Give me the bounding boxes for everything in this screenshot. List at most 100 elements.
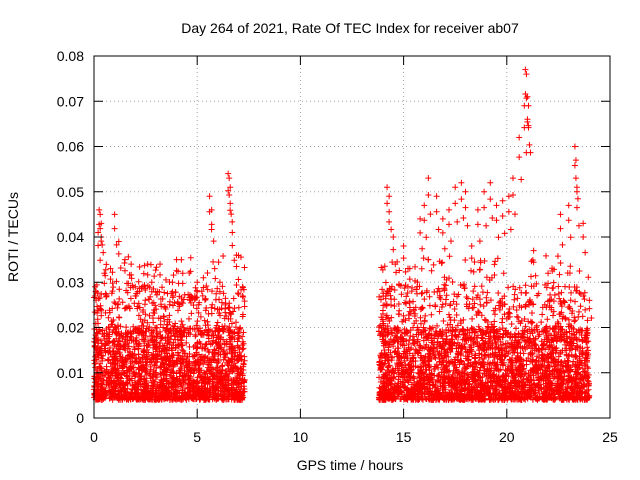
data-point <box>146 296 153 303</box>
data-point <box>203 283 210 290</box>
data-point <box>446 253 453 260</box>
data-point <box>187 254 194 261</box>
data-point <box>135 300 142 307</box>
data-point <box>515 314 522 321</box>
data-point <box>204 270 211 277</box>
data-point <box>477 301 484 308</box>
data-point <box>97 302 104 309</box>
chart-title: Day 264 of 2021, Rate Of TEC Index for r… <box>181 20 519 36</box>
data-point <box>379 286 386 293</box>
data-point <box>201 317 208 324</box>
data-point <box>172 289 179 296</box>
data-point <box>161 289 168 296</box>
data-point <box>491 311 498 318</box>
data-point <box>484 289 491 296</box>
data-point <box>513 306 520 313</box>
data-point <box>426 302 433 309</box>
data-point <box>410 298 417 305</box>
data-point <box>554 253 561 260</box>
data-point <box>402 299 409 306</box>
data-point <box>549 285 556 292</box>
data-point <box>514 295 521 302</box>
data-point <box>442 296 449 303</box>
data-point <box>166 298 173 305</box>
data-point <box>104 356 111 363</box>
data-point <box>186 270 193 277</box>
data-point <box>447 317 454 324</box>
data-point <box>125 343 132 350</box>
data-point <box>222 300 229 307</box>
data-point <box>204 286 211 293</box>
data-point <box>193 305 200 312</box>
data-point <box>141 301 148 308</box>
data-point <box>577 303 584 310</box>
data-point <box>151 273 158 280</box>
data-point <box>555 283 562 290</box>
data-point <box>169 294 176 301</box>
data-point <box>136 263 143 270</box>
data-point <box>421 296 428 303</box>
data-point <box>185 315 192 322</box>
data-point <box>214 319 221 326</box>
data-point <box>234 338 241 345</box>
data-point <box>140 348 147 355</box>
data-point <box>216 296 223 303</box>
data-point <box>228 320 235 327</box>
data-point <box>406 336 413 343</box>
data-point <box>214 285 221 292</box>
data-point <box>212 275 219 282</box>
data-point <box>428 311 435 318</box>
data-point <box>220 252 227 259</box>
data-point <box>179 346 186 353</box>
data-point <box>235 291 242 298</box>
data-point <box>539 311 546 318</box>
data-point <box>211 265 218 272</box>
data-point <box>188 310 195 317</box>
data-point <box>110 284 117 291</box>
data-point <box>496 306 503 313</box>
data-point <box>125 253 132 260</box>
data-point <box>420 255 427 262</box>
data-point <box>194 318 201 325</box>
data-point <box>572 317 579 324</box>
data-point <box>210 258 217 265</box>
data-points <box>91 66 595 403</box>
data-point <box>225 304 232 311</box>
data-point <box>169 322 176 329</box>
data-point <box>440 318 447 325</box>
data-point <box>543 252 550 259</box>
data-point <box>231 305 238 312</box>
data-point <box>208 310 215 317</box>
data-point <box>479 289 486 296</box>
data-point <box>199 292 206 299</box>
data-point <box>173 370 180 377</box>
data-point <box>114 304 121 311</box>
data-point <box>494 255 501 262</box>
data-point <box>558 289 565 296</box>
data-point <box>196 373 203 380</box>
data-point <box>572 298 579 305</box>
data-point <box>221 354 228 361</box>
data-point <box>462 257 469 264</box>
data-point <box>538 319 545 326</box>
data-point <box>166 312 173 319</box>
data-point <box>187 268 194 275</box>
data-point <box>516 284 523 291</box>
data-point <box>103 261 110 268</box>
data-point <box>147 293 154 300</box>
data-point <box>511 291 518 298</box>
data-point <box>483 274 490 281</box>
data-point <box>135 278 142 285</box>
data-point <box>435 364 442 371</box>
data-point <box>555 290 562 297</box>
data-point <box>505 284 512 291</box>
data-point <box>174 307 181 314</box>
data-point <box>218 363 225 370</box>
data-point <box>512 325 519 332</box>
data-point <box>153 365 160 372</box>
data-point <box>233 281 240 288</box>
data-point <box>421 317 428 324</box>
data-point <box>544 316 551 323</box>
data-point <box>170 272 177 279</box>
